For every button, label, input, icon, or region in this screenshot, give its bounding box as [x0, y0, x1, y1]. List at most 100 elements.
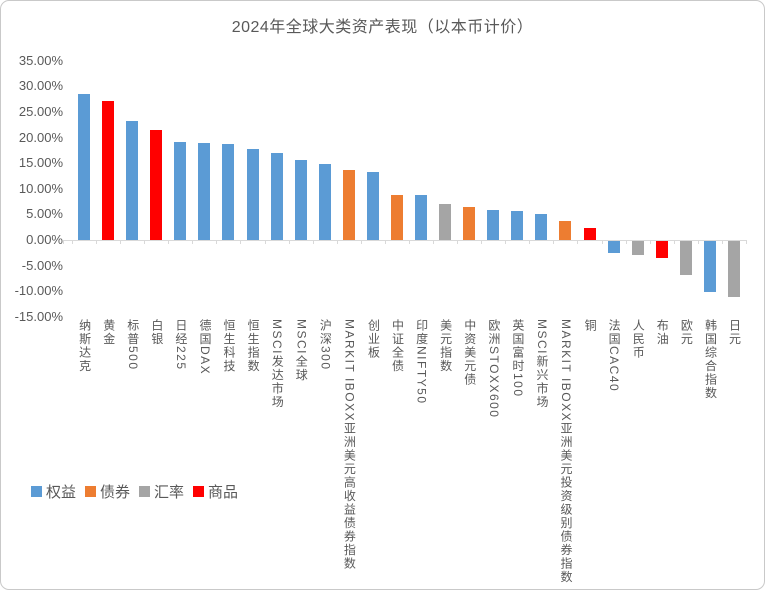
bar-德国DAX	[198, 143, 211, 240]
legend: 权益 债券 汇率 商品	[31, 481, 238, 502]
category-label: 恒生指数	[246, 319, 261, 373]
x-axis-tick	[745, 240, 747, 244]
x-axis-tick	[168, 240, 170, 244]
y-axis-tick-label: 0.00%	[26, 232, 63, 247]
category-label: 欧洲STOXX600	[486, 319, 501, 419]
category-label: 创业板	[366, 319, 381, 360]
bar-日经225	[174, 141, 187, 240]
legend-item-equity: 权益	[31, 481, 76, 502]
bar-中资美元债	[463, 207, 476, 240]
x-axis-tick	[288, 240, 290, 244]
legend-label: 商品	[208, 484, 239, 501]
x-axis-tick	[240, 240, 242, 244]
x-axis-tick	[673, 240, 675, 244]
x-axis-tick	[72, 240, 73, 244]
x-axis-tick	[505, 240, 507, 244]
x-axis-tick	[264, 240, 266, 244]
y-axis-tick-label: -10.00%	[14, 283, 63, 299]
x-axis-tick	[192, 240, 194, 244]
legend-item-bond: 债券	[85, 481, 130, 502]
x-axis-line	[64, 240, 746, 241]
bond-swatch-icon	[85, 486, 97, 497]
y-axis-tick-label: 25.00%	[18, 104, 63, 119]
bar-韩国综合指数	[703, 241, 716, 293]
category-label: 中证全债	[390, 319, 405, 373]
category-label: 黄金	[101, 319, 116, 346]
commodity-swatch-icon	[193, 486, 205, 497]
equity-swatch-icon	[31, 486, 42, 497]
bar-布油	[655, 241, 668, 258]
legend-label: 汇率	[154, 484, 185, 501]
bar-MSCI全球	[294, 159, 307, 240]
category-label: 日元	[727, 319, 742, 346]
x-axis-tick	[721, 240, 723, 244]
category-label: 韩国综合指数	[703, 319, 718, 400]
y-axis-tick-label: 20.00%	[18, 129, 63, 145]
y-axis-tick-label: 10.00%	[18, 180, 63, 196]
category-label: 德国DAX	[197, 319, 212, 376]
bar-MSCI发达市场	[270, 152, 283, 240]
category-label: MSCI新兴市场	[534, 319, 549, 409]
bar-印度NIFTY50	[415, 195, 427, 240]
category-label: 标普500	[125, 319, 140, 371]
y-axis-tick-label: 15.00%	[18, 155, 63, 171]
bar-欧元	[679, 241, 692, 276]
x-axis-tick	[312, 240, 314, 244]
bar-白银	[150, 129, 163, 240]
x-axis-tick	[360, 240, 362, 244]
x-axis-tick	[529, 240, 531, 244]
x-axis-tick	[144, 240, 146, 244]
bar-英国富时100	[511, 210, 524, 240]
bar-创业板	[366, 172, 379, 240]
x-axis-tick	[408, 240, 410, 244]
legend-item-fx: 汇率	[139, 481, 184, 502]
x-axis-tick	[433, 240, 435, 244]
category-label: MSCI全球	[294, 319, 309, 382]
bar-美元指数	[439, 203, 452, 240]
bar-欧洲STOXX600	[487, 209, 500, 240]
y-axis-tick-label: 35.00%	[18, 52, 63, 68]
bar-铜	[583, 228, 596, 240]
category-label: MARKIT IBOXX亚洲美元高收益债券指数	[342, 319, 357, 571]
x-axis-tick	[120, 240, 122, 244]
y-axis-tick-label: -15.00%	[14, 308, 63, 324]
x-axis-tick	[553, 240, 555, 244]
legend-item-commodity: 商品	[193, 481, 238, 502]
legend-label: 权益	[46, 484, 77, 501]
category-label: 铜	[583, 319, 598, 333]
x-axis-tick	[601, 240, 603, 244]
category-label: 布油	[655, 319, 670, 346]
bar-MSCI新兴市场	[535, 213, 548, 240]
bar-沪深300	[318, 164, 331, 240]
bar-MARKIT IBOXX亚洲美元投资级别债券指数	[559, 221, 572, 240]
x-axis-tick	[336, 240, 338, 244]
category-label: 欧元	[679, 319, 694, 346]
bar-标普500	[126, 120, 139, 240]
x-axis-tick	[481, 240, 483, 244]
bar-MARKIT IBOXX亚洲美元高收益债券指数	[342, 170, 355, 240]
x-axis-tick	[96, 240, 98, 244]
y-axis-tick-label: 5.00%	[26, 206, 63, 222]
category-label: 人民币	[631, 319, 646, 360]
category-label: 法国CAC40	[607, 319, 622, 393]
bar-纳斯达克	[78, 93, 91, 240]
category-label: MARKIT IBOXX亚洲美元投资级别债券指数	[559, 319, 574, 585]
y-axis-tick-label: -5.00%	[21, 257, 63, 273]
category-label: 恒生科技	[222, 319, 237, 373]
category-label: 英国富时100	[510, 319, 525, 398]
bar-恒生科技	[222, 144, 235, 240]
bar-黄金	[102, 100, 115, 240]
x-axis-tick	[649, 240, 651, 244]
x-axis-tick	[577, 240, 579, 244]
bar-日元	[727, 241, 740, 297]
x-axis-tick	[384, 240, 386, 244]
fx-swatch-icon	[139, 486, 151, 497]
category-label: 印度NIFTY50	[414, 319, 429, 405]
chart-title: 2024年全球大类资产表现（以本币计价）	[231, 19, 534, 36]
bar-人民币	[631, 241, 644, 256]
category-label: 沪深300	[318, 319, 333, 371]
x-axis-tick	[457, 240, 459, 244]
category-label: 纳斯达克	[77, 319, 92, 373]
x-axis-tick	[63, 240, 65, 244]
bar-中证全债	[390, 194, 403, 240]
